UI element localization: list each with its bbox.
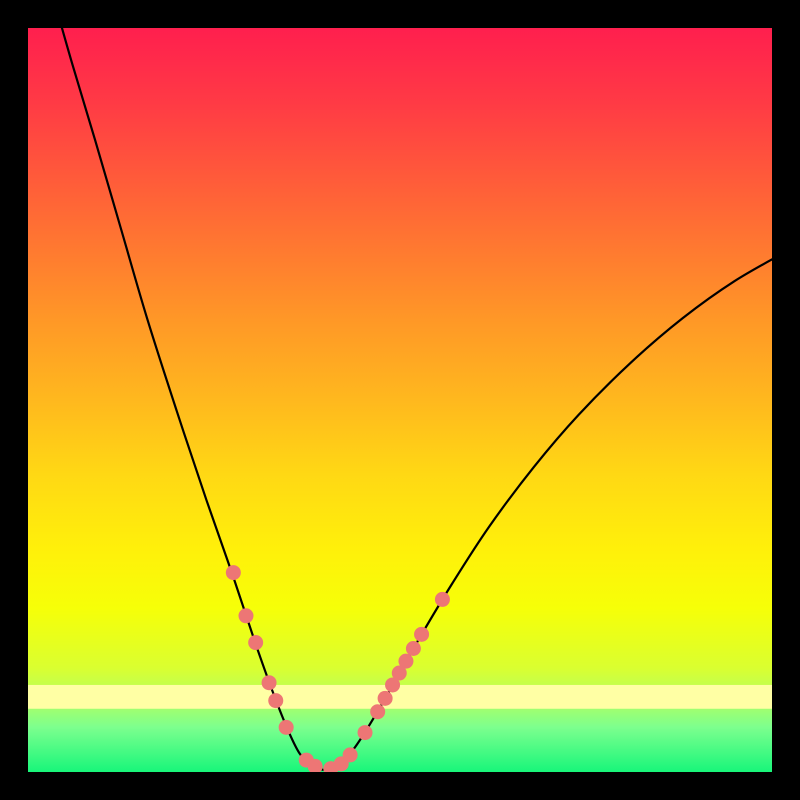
data-point: [378, 691, 393, 706]
data-point: [268, 693, 283, 708]
data-point: [435, 592, 450, 607]
data-point: [262, 675, 277, 690]
data-point: [343, 747, 358, 762]
frame-border: [0, 0, 800, 28]
data-point: [238, 608, 253, 623]
data-point: [414, 627, 429, 642]
data-point: [279, 720, 294, 735]
data-point: [226, 565, 241, 580]
highlight-band: [28, 685, 772, 709]
frame-border: [0, 0, 28, 800]
data-point: [406, 641, 421, 656]
data-point: [358, 725, 373, 740]
data-point: [370, 704, 385, 719]
data-point: [398, 654, 413, 669]
frame-border: [772, 0, 800, 800]
data-point: [248, 635, 263, 650]
plot-area: [28, 28, 772, 772]
frame-border: [0, 772, 800, 800]
plot-svg: [28, 28, 772, 772]
